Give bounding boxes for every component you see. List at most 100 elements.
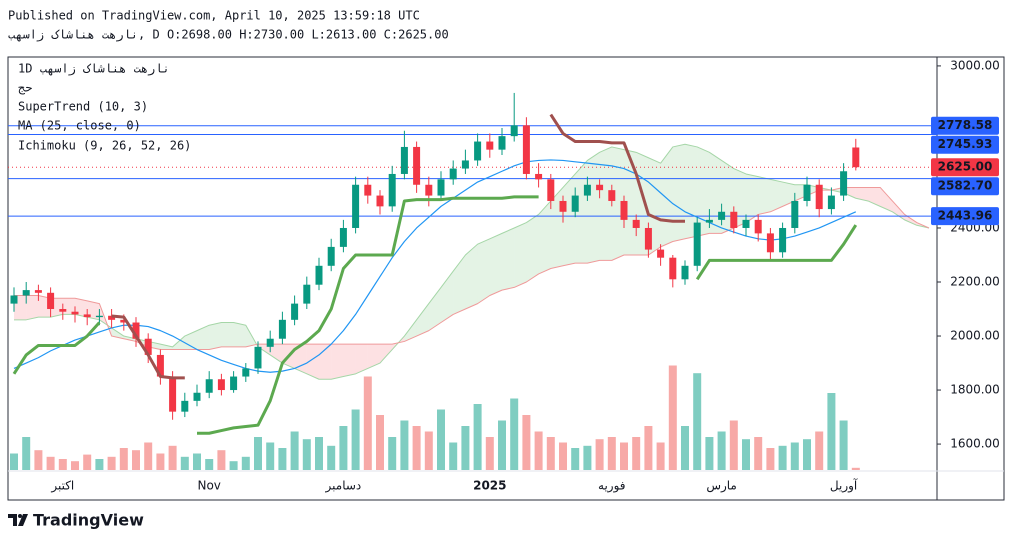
volume-bar [534, 431, 543, 470]
candle-body [583, 184, 591, 196]
candle-body [547, 179, 555, 201]
cloud [123, 336, 136, 342]
candle-body [278, 319, 286, 339]
price-label-box [931, 135, 999, 154]
cloud [428, 287, 441, 331]
candle-body [425, 184, 433, 196]
volume-bar [22, 437, 31, 470]
candle-body [95, 315, 103, 318]
candle-body [632, 219, 640, 228]
volume-bar [193, 453, 201, 470]
volume-bar [522, 415, 531, 470]
brand: TradingView [33, 511, 144, 530]
candle-body [620, 200, 628, 220]
y-tick-label: 3000.00 [950, 58, 1000, 72]
volume-bar [71, 461, 79, 470]
volume-bar [83, 454, 92, 470]
supertrend-down [111, 113, 685, 380]
candle-body [791, 200, 799, 228]
candle-body [132, 322, 140, 339]
candle-body [388, 173, 396, 207]
candle-body [242, 368, 250, 377]
cloud [514, 222, 527, 288]
candle-body [803, 184, 811, 201]
candle-body [522, 125, 530, 174]
candle-body [108, 315, 116, 320]
cloud [672, 144, 685, 242]
y-tick-label: 2200.00 [950, 275, 1000, 289]
legend-volume: حج [18, 81, 32, 95]
candle-body [376, 195, 384, 207]
candle-body [22, 290, 30, 296]
candle-body [596, 184, 604, 191]
candle-body [535, 173, 543, 180]
cloud [502, 227, 515, 291]
candle-body [718, 211, 726, 220]
volume-bar [485, 437, 494, 470]
candle-body [10, 295, 18, 304]
cloud [855, 187, 868, 201]
candle-body [608, 190, 616, 201]
cloud [294, 344, 307, 374]
candle-body [34, 290, 42, 293]
cloud [624, 149, 637, 255]
cloud [782, 182, 795, 207]
x-tick-label: دسامبر [325, 479, 362, 494]
cloud [172, 336, 185, 350]
volume-bar [742, 439, 750, 470]
candle-body [840, 171, 848, 196]
volume-bar [705, 437, 714, 470]
volume-bar [302, 439, 311, 470]
candle-body [266, 338, 274, 347]
cloud [611, 146, 624, 261]
volume-bar [644, 426, 653, 470]
cloud [331, 344, 344, 380]
candle-body [315, 265, 323, 285]
cloud [563, 173, 576, 266]
x-tick-label: Nov [197, 479, 220, 493]
volume-bar [388, 437, 397, 470]
x-tick-label: مارس [706, 479, 737, 494]
volume-bar [510, 398, 519, 470]
volume-bar [754, 437, 763, 470]
candle-body [193, 392, 201, 401]
candle-body [657, 249, 665, 258]
cloud [599, 146, 612, 261]
cloud [526, 214, 539, 283]
cloud [367, 344, 380, 369]
volume-bar [498, 420, 506, 470]
logo: TradingView [8, 511, 144, 530]
cloud [660, 146, 673, 247]
candle-body [827, 195, 835, 210]
cloud [416, 303, 429, 337]
volume-bar [790, 442, 799, 470]
cloud [306, 344, 319, 380]
volume-bar [266, 442, 275, 470]
cloud [477, 238, 490, 304]
cloud [575, 160, 588, 264]
candle-body [486, 141, 494, 150]
candle-body [181, 400, 189, 412]
cloud [233, 322, 246, 347]
candle-body [47, 292, 55, 310]
cloud [160, 344, 173, 350]
volume-bar [229, 461, 238, 470]
candle-body [449, 168, 457, 180]
volume-bar [95, 459, 104, 470]
candle-body [364, 184, 372, 196]
price-label: 2745.93 [938, 137, 993, 151]
cloud [904, 214, 917, 226]
volume-bar [693, 373, 702, 470]
volume-bar [315, 437, 323, 470]
volume-bar [729, 420, 738, 470]
cloud [685, 144, 698, 239]
cloud [697, 146, 710, 237]
cloud [355, 344, 368, 374]
candle-body [571, 195, 579, 212]
volume-bar [132, 450, 140, 470]
x-tick-label: اکتبر [50, 479, 74, 494]
ma-line [13, 159, 857, 373]
plot [8, 92, 937, 470]
volume-bar [241, 456, 250, 470]
candle-body [217, 379, 225, 391]
